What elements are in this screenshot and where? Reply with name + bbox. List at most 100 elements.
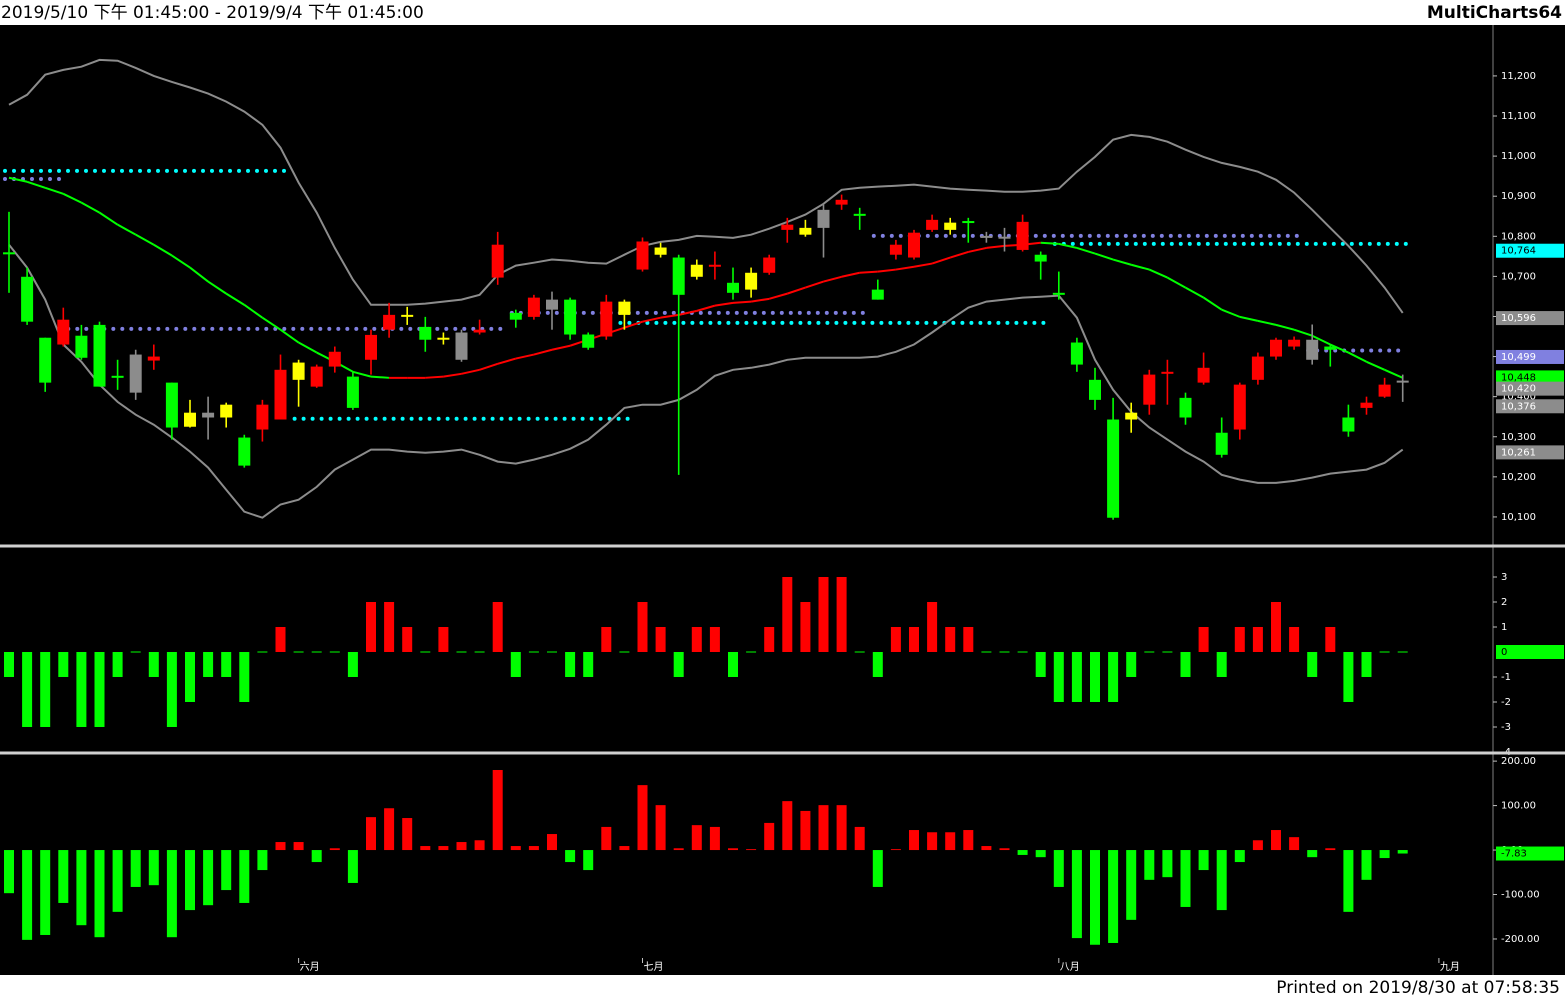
candle-body	[853, 213, 866, 216]
bar	[764, 627, 775, 652]
bar	[510, 652, 521, 677]
bar	[166, 850, 177, 938]
bar	[402, 818, 413, 851]
candle-body	[401, 314, 414, 317]
band-line	[8, 244, 1404, 519]
average-segment	[1366, 360, 1386, 371]
bar	[1053, 850, 1064, 887]
candle-body	[654, 247, 667, 255]
average-segment	[1094, 252, 1114, 261]
price-panel	[3, 58, 1409, 520]
candle-body	[1306, 339, 1319, 360]
average-segment	[1275, 323, 1295, 331]
bar	[764, 822, 775, 851]
price-marker-label: 10,261	[1501, 447, 1536, 458]
bar	[1108, 652, 1119, 702]
average-segment	[425, 375, 444, 379]
bar	[818, 577, 829, 652]
bar	[601, 627, 612, 652]
candle-body	[835, 199, 848, 205]
average-segment	[117, 223, 137, 236]
average-segment	[370, 375, 390, 379]
brand: MultiCharts64	[1427, 3, 1562, 23]
bar	[637, 602, 648, 652]
average-segment	[805, 280, 824, 289]
bar	[872, 850, 883, 887]
average-segment	[895, 265, 915, 271]
candle-body	[346, 376, 359, 408]
average-segment	[1221, 308, 1241, 318]
y-tick-label: -2	[1501, 697, 1511, 708]
bar	[112, 652, 123, 677]
candle-body	[745, 272, 758, 290]
y-tick-label: 11,100	[1501, 111, 1536, 122]
bar	[221, 652, 232, 677]
bar	[909, 830, 919, 851]
average-segment	[1257, 319, 1277, 326]
bar	[872, 652, 883, 677]
average-segment	[949, 250, 969, 259]
candle-body	[220, 404, 233, 418]
y-tick-label: 1	[1501, 622, 1507, 633]
candle-body	[93, 324, 106, 387]
bar	[673, 848, 684, 851]
footer-bar	[0, 975, 1565, 999]
candle-body	[926, 219, 939, 230]
bar	[293, 842, 304, 851]
average-segment	[1203, 296, 1223, 311]
bar	[1379, 850, 1390, 859]
bar	[927, 832, 938, 851]
bar	[1361, 850, 1372, 880]
bar	[1325, 627, 1336, 652]
y-tick-label: -3	[1501, 722, 1511, 733]
average-segment	[624, 320, 643, 329]
bar	[1071, 850, 1082, 939]
price-marker	[1496, 243, 1564, 258]
y-tick-label: -200.00	[1501, 934, 1540, 945]
bar	[148, 652, 159, 677]
bar	[1234, 850, 1245, 863]
average-segment	[225, 292, 245, 306]
candle-body	[274, 369, 287, 420]
bar	[637, 785, 648, 851]
candle-body	[238, 437, 251, 466]
candle-body	[383, 314, 396, 330]
y-tick-label: -1	[1501, 672, 1511, 683]
bar	[58, 850, 69, 903]
average-segment	[732, 300, 752, 304]
average-segment	[768, 292, 788, 300]
candle-body	[1143, 374, 1156, 405]
price-marker	[1496, 381, 1564, 396]
average-segment	[1293, 328, 1313, 337]
bar	[1017, 850, 1028, 855]
price-marker	[1496, 311, 1564, 326]
average-segment	[62, 192, 82, 204]
bar	[746, 849, 757, 851]
bar	[275, 842, 286, 851]
bar	[1289, 837, 1300, 851]
candle-body	[763, 257, 776, 273]
average-segment	[26, 180, 46, 189]
bar	[981, 846, 992, 851]
average-segment	[1130, 263, 1150, 271]
candle-body	[1215, 432, 1228, 455]
bar	[76, 850, 87, 926]
y-tick-label: 10,700	[1501, 271, 1536, 282]
bar	[58, 652, 69, 677]
bar	[311, 850, 322, 863]
bar	[1252, 840, 1263, 851]
candle-body	[672, 257, 685, 295]
bar	[854, 826, 865, 851]
y-tick-label: 10,900	[1501, 191, 1536, 202]
candle-body	[980, 235, 993, 238]
bar	[601, 826, 612, 851]
candle-body	[998, 236, 1011, 239]
average-segment	[533, 348, 553, 356]
average-segment	[786, 286, 806, 295]
bar	[492, 602, 503, 652]
bar	[438, 627, 449, 652]
candle-body	[908, 232, 920, 258]
candle-body	[1107, 419, 1120, 518]
candle-body	[328, 351, 341, 367]
